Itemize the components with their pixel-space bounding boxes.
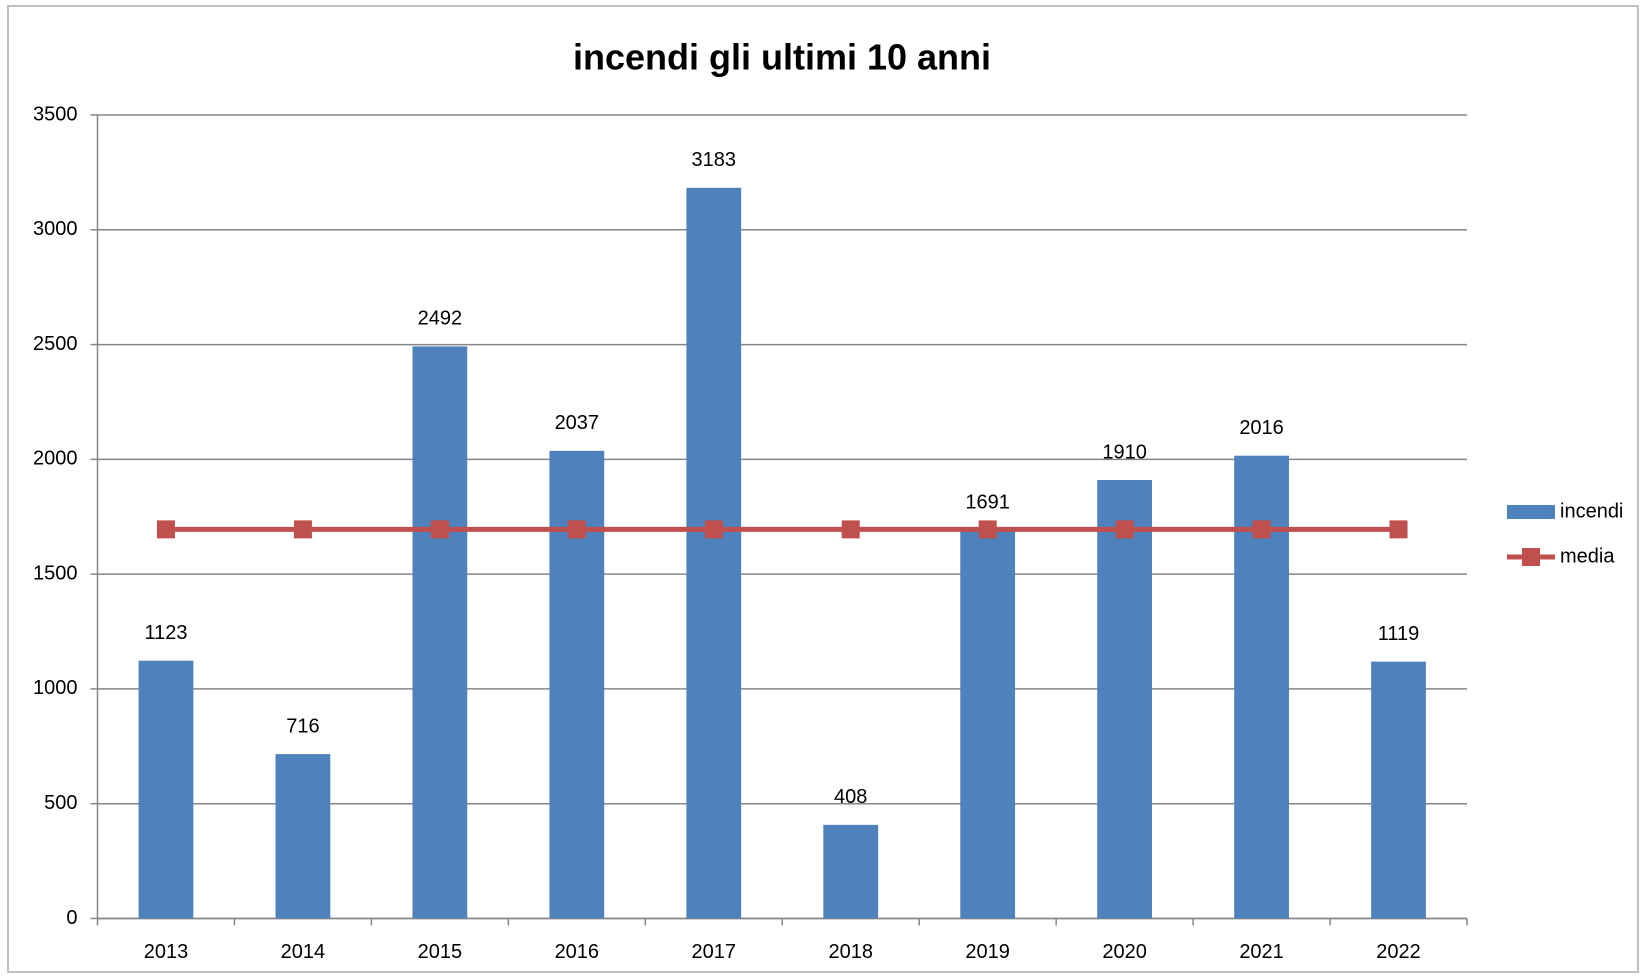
bar (138, 660, 194, 919)
legend-swatch (1507, 505, 1555, 519)
bar (1371, 661, 1426, 919)
data-label: 408 (834, 786, 867, 808)
x-tick-label: 2021 (1239, 941, 1284, 963)
y-tick-label: 2000 (33, 448, 78, 470)
line-marker (293, 520, 312, 539)
bar (412, 346, 468, 919)
y-tick-label: 2500 (33, 333, 78, 355)
line-marker (567, 520, 586, 539)
data-label: 2492 (418, 308, 463, 330)
y-tick-label: 3500 (33, 103, 78, 125)
data-label: 2016 (1239, 417, 1284, 439)
y-tick-label: 0 (66, 907, 77, 929)
line-marker (1115, 520, 1134, 539)
data-label: 1123 (144, 622, 187, 644)
y-tick-label: 1500 (33, 562, 78, 584)
x-tick-label: 2018 (828, 941, 873, 963)
data-label: 2037 (555, 412, 600, 434)
data-label: 3183 (692, 149, 737, 171)
bar (1097, 480, 1153, 919)
data-label: 1119 (1378, 623, 1420, 645)
data-label: 1910 (1102, 441, 1147, 463)
bar (960, 530, 1016, 919)
legend-label: incendi (1560, 500, 1623, 522)
chart-title: incendi gli ultimi 10 anni (573, 37, 991, 78)
line-marker (430, 520, 449, 539)
line-marker (978, 520, 997, 539)
x-tick-label: 2019 (965, 941, 1010, 963)
bar (275, 754, 331, 919)
bar (686, 187, 742, 919)
y-tick-label: 1000 (33, 677, 78, 699)
line-marker (1389, 520, 1408, 539)
x-tick-label: 2014 (281, 941, 326, 963)
legend-swatch (1522, 548, 1540, 566)
x-tick-label: 2022 (1376, 941, 1421, 963)
legend-label: media (1560, 545, 1615, 567)
data-label: 1691 (965, 492, 1010, 514)
line-marker (1252, 520, 1271, 539)
line-marker (841, 520, 860, 539)
x-tick-label: 2013 (144, 941, 189, 963)
line-marker (704, 520, 723, 539)
line-marker (156, 520, 175, 539)
y-tick-label: 500 (44, 792, 77, 814)
x-tick-label: 2016 (555, 941, 600, 963)
x-tick-label: 2020 (1102, 941, 1147, 963)
bar (823, 824, 879, 919)
data-label: 716 (286, 715, 319, 737)
x-tick-label: 2017 (692, 941, 737, 963)
y-tick-label: 3000 (33, 218, 78, 240)
x-tick-label: 2015 (418, 941, 463, 963)
